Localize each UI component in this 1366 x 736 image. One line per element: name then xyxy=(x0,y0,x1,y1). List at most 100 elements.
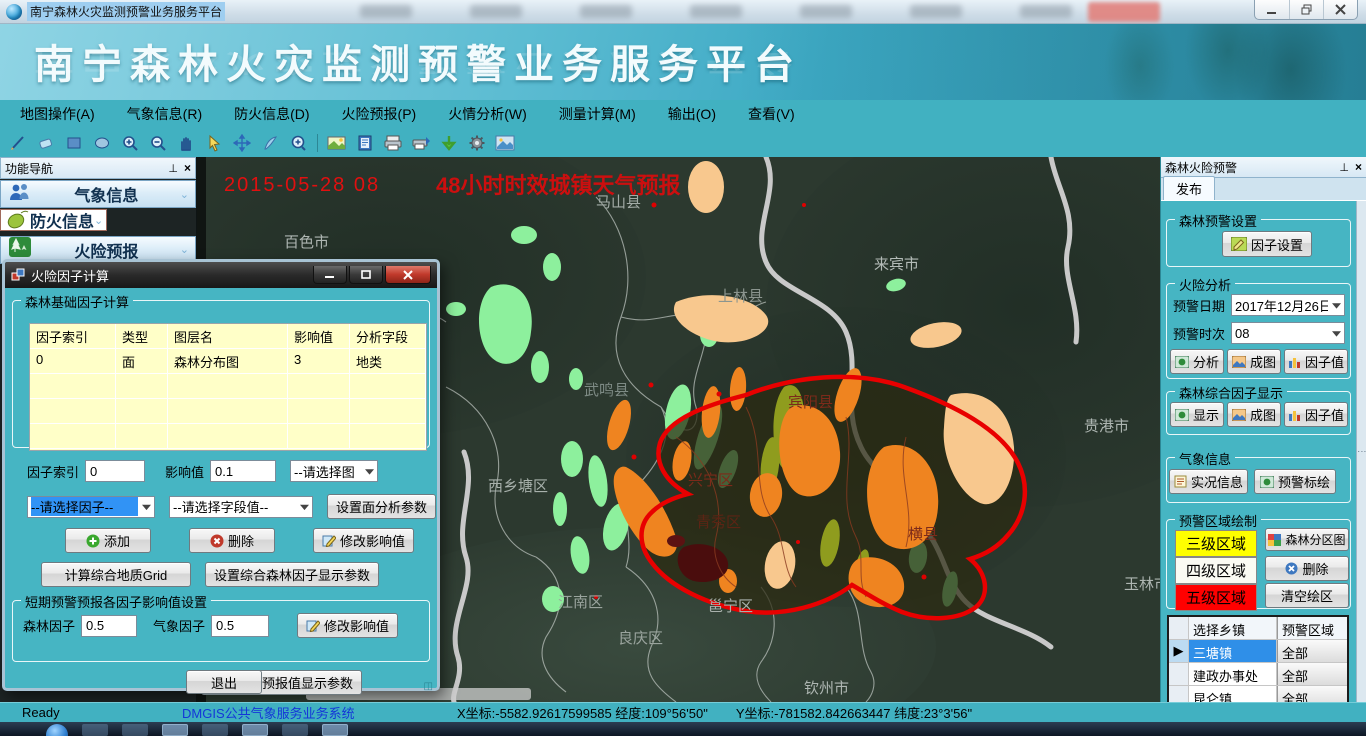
close-panel-icon[interactable]: × xyxy=(183,161,191,175)
composite-map-button[interactable]: 成图 xyxy=(1227,402,1282,427)
pin-icon[interactable]: ⊥ xyxy=(1339,161,1349,174)
rectangle-icon[interactable] xyxy=(62,132,86,154)
banner-title-reflection: 南宁森林火灾监测预警业务服务平台 xyxy=(34,49,802,76)
modify-impact-button2[interactable]: 修改影响值 xyxy=(297,613,399,638)
layer-select[interactable]: --请选择图 xyxy=(290,460,379,482)
composite-factor-value-button[interactable]: 因子值 xyxy=(1284,402,1349,427)
factor-index-input[interactable] xyxy=(85,460,146,482)
move-icon[interactable] xyxy=(230,132,254,154)
forest-partition-button[interactable]: 森林分区图 xyxy=(1265,528,1349,551)
menu-weather-info[interactable]: 气象信息(R) xyxy=(126,106,203,122)
col-layer: 图层名 xyxy=(168,324,288,348)
minimize-button[interactable] xyxy=(1255,0,1289,19)
pin-icon[interactable]: ⊥ xyxy=(168,162,178,175)
warn-time-select[interactable]: 08 xyxy=(1231,322,1346,344)
panel-scrollbar[interactable]: ⋮ xyxy=(1356,201,1366,702)
zoom-in-icon[interactable] xyxy=(118,132,142,154)
pan-hand-icon[interactable] xyxy=(174,132,198,154)
modify-impact-button[interactable]: 修改影响值 xyxy=(313,528,415,553)
menu-fire-forecast[interactable]: 火险预报(P) xyxy=(341,106,417,122)
impact-input[interactable] xyxy=(210,460,277,482)
clear-draw-button[interactable]: 清空绘区 xyxy=(1265,583,1349,608)
factor-setting-button[interactable]: 因子设置 xyxy=(1222,231,1313,257)
table-row[interactable]: ▶ 三塘镇 全部 xyxy=(1169,640,1347,663)
region-cell-button[interactable]: 全部 xyxy=(1277,663,1347,685)
zoom-out-icon[interactable] xyxy=(146,132,170,154)
menu-output[interactable]: 输出(O) xyxy=(667,106,716,122)
col-factor-index: 因子索引 xyxy=(30,324,116,348)
warn-date-select[interactable]: 2017年12月26日 xyxy=(1231,294,1346,316)
menu-fire-analysis[interactable]: 火情分析(W) xyxy=(448,106,527,122)
menu-map-ops[interactable]: 地图操作(A) xyxy=(20,106,95,122)
export-map-icon[interactable] xyxy=(325,132,349,154)
warning-region xyxy=(641,376,1025,619)
region-cell-button[interactable]: 全部 xyxy=(1277,640,1347,662)
select-arrow-icon[interactable] xyxy=(202,132,226,154)
background-red-button-ghost xyxy=(1088,2,1160,22)
table-row[interactable]: 0 面 森林分布图 3 地类 xyxy=(30,349,426,374)
group-warning-setting-legend: 森林预警设置 xyxy=(1175,211,1262,230)
field-select[interactable]: --请选择字段值-- xyxy=(169,495,313,518)
calc-grid-button[interactable]: 计算综合地质Grid xyxy=(41,562,191,587)
forest-factor-input[interactable] xyxy=(81,614,138,637)
nav-item-fire-forecast[interactable]: 火险预报 ⌄ xyxy=(0,235,196,264)
group-composite-legend: 森林综合因子显示 xyxy=(1175,383,1288,402)
restore-button[interactable] xyxy=(1289,0,1323,19)
dialog-maximize-button[interactable] xyxy=(349,266,383,284)
dialog-title-bar[interactable]: 火险因子计算 xyxy=(5,262,437,288)
menu-fireproof-info[interactable]: 防火信息(D) xyxy=(234,106,310,122)
level3-region[interactable]: 三级区域 xyxy=(1175,530,1257,557)
start-orb-icon[interactable] xyxy=(46,724,68,736)
delete-button[interactable]: 删除 xyxy=(189,528,275,553)
ellipse-icon[interactable] xyxy=(90,132,114,154)
composite-display-params-button[interactable]: 设置综合森林因子显示参数 xyxy=(205,562,380,587)
taskbar-item[interactable] xyxy=(122,724,148,736)
menu-measure[interactable]: 测量计算(M) xyxy=(558,106,636,122)
taskbar-item[interactable] xyxy=(202,724,228,736)
taskbar-item[interactable] xyxy=(322,724,348,736)
factor-value-button[interactable]: 因子值 xyxy=(1284,349,1349,374)
taskbar-item[interactable] xyxy=(282,724,308,736)
delete-region-button[interactable]: 删除 xyxy=(1265,556,1349,581)
level4-region[interactable]: 四级区域 xyxy=(1175,557,1257,584)
taskbar-item[interactable] xyxy=(242,724,268,736)
status-system-name: DMGIS公共气象服务业务系统 xyxy=(182,706,355,721)
weather-factor-input[interactable] xyxy=(211,614,270,637)
download-arrow-icon[interactable] xyxy=(437,132,461,154)
tab-publish[interactable]: 发布 xyxy=(1163,176,1216,200)
close-panel-icon[interactable]: × xyxy=(1354,160,1362,174)
analyze-button[interactable]: 分析 xyxy=(1170,349,1225,374)
dialog-minimize-button[interactable] xyxy=(313,266,347,284)
settings-gear-icon[interactable] xyxy=(465,132,489,154)
nav-item-fireproof-info[interactable]: 防火信息 ⌄ xyxy=(0,209,108,231)
map-label-liangqing: 良庆区 xyxy=(618,630,663,647)
exit-button[interactable]: 退出 xyxy=(186,670,262,694)
chevron-down-icon: ⌄ xyxy=(179,188,189,201)
eraser-icon[interactable] xyxy=(34,132,58,154)
composite-show-button[interactable]: 显示 xyxy=(1170,402,1225,427)
resize-grip[interactable]: ◫ xyxy=(423,681,433,692)
table-row[interactable]: 建政办事处 全部 xyxy=(1169,663,1347,686)
level5-region[interactable]: 五级区域 xyxy=(1175,584,1257,611)
taskbar-item[interactable] xyxy=(82,724,108,736)
factor-table[interactable]: 因子索引 类型 图层名 影响值 分析字段 0 面 森林分布图 3 地类 xyxy=(29,323,427,451)
identify-icon[interactable] xyxy=(258,132,282,154)
close-button[interactable] xyxy=(1323,0,1357,19)
taskbar-item[interactable] xyxy=(162,724,188,736)
draw-line-icon[interactable] xyxy=(6,132,30,154)
menu-view[interactable]: 查看(V) xyxy=(747,106,795,122)
warning-plot-button[interactable]: 预警标绘 xyxy=(1254,469,1337,494)
dialog-close-button[interactable] xyxy=(385,266,431,284)
factor-select[interactable]: --请选择因子-- xyxy=(27,495,155,518)
image-browser-icon[interactable] xyxy=(493,132,517,154)
area-params-button[interactable]: 设置面分析参数 xyxy=(327,494,437,519)
add-button[interactable]: 添加 xyxy=(65,528,151,553)
legend-book-icon[interactable] xyxy=(353,132,377,154)
make-map-button[interactable]: 成图 xyxy=(1227,349,1282,374)
print-export-icon[interactable] xyxy=(409,132,433,154)
map-label-jiangnan: 江南区 xyxy=(558,594,603,611)
zoom-window-icon[interactable] xyxy=(286,132,310,154)
live-info-button[interactable]: 实况信息 xyxy=(1169,469,1249,494)
print-icon[interactable] xyxy=(381,132,405,154)
nav-item-weather-info[interactable]: 气象信息 ⌄ xyxy=(0,180,196,208)
